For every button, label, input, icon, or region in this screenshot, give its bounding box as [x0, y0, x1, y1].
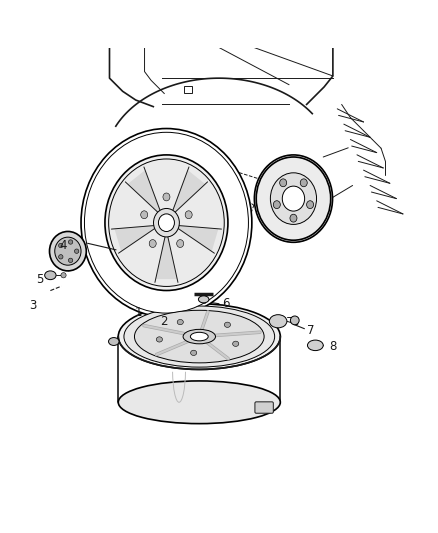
Ellipse shape: [154, 208, 179, 237]
Ellipse shape: [105, 155, 228, 290]
Ellipse shape: [159, 214, 174, 231]
Ellipse shape: [269, 314, 287, 328]
Ellipse shape: [283, 186, 305, 211]
Ellipse shape: [280, 179, 287, 187]
Polygon shape: [177, 225, 219, 252]
Ellipse shape: [109, 337, 119, 345]
Ellipse shape: [59, 255, 63, 259]
Ellipse shape: [68, 258, 73, 263]
Ellipse shape: [185, 211, 192, 219]
Ellipse shape: [45, 271, 56, 280]
Ellipse shape: [163, 193, 170, 201]
Text: 4: 4: [60, 239, 67, 252]
Ellipse shape: [177, 319, 184, 325]
Ellipse shape: [118, 304, 280, 369]
Ellipse shape: [85, 132, 248, 313]
Ellipse shape: [134, 310, 264, 363]
FancyBboxPatch shape: [255, 402, 273, 413]
Text: 7: 7: [307, 324, 315, 336]
Text: 3: 3: [29, 298, 36, 312]
Polygon shape: [127, 170, 161, 214]
Ellipse shape: [68, 240, 73, 244]
Ellipse shape: [191, 332, 208, 341]
Text: 2: 2: [160, 315, 168, 328]
Ellipse shape: [290, 316, 299, 325]
Ellipse shape: [300, 179, 307, 187]
Ellipse shape: [109, 159, 224, 286]
Ellipse shape: [55, 237, 81, 265]
Text: 1: 1: [134, 306, 142, 319]
Polygon shape: [155, 235, 177, 279]
Ellipse shape: [254, 155, 332, 243]
Polygon shape: [114, 225, 156, 252]
Ellipse shape: [191, 350, 197, 356]
Ellipse shape: [183, 329, 215, 344]
Text: 6: 6: [222, 297, 230, 310]
Ellipse shape: [177, 240, 184, 247]
FancyBboxPatch shape: [184, 86, 192, 93]
Ellipse shape: [61, 273, 66, 278]
Polygon shape: [172, 170, 205, 214]
Ellipse shape: [124, 306, 275, 367]
Ellipse shape: [224, 322, 230, 327]
Ellipse shape: [273, 201, 280, 208]
Ellipse shape: [270, 173, 317, 224]
Ellipse shape: [233, 341, 239, 346]
Ellipse shape: [156, 337, 162, 342]
Ellipse shape: [149, 240, 156, 247]
Ellipse shape: [198, 296, 209, 303]
Ellipse shape: [49, 231, 86, 271]
Ellipse shape: [307, 340, 323, 351]
Ellipse shape: [118, 381, 280, 424]
Text: 8: 8: [329, 340, 336, 353]
Ellipse shape: [74, 249, 79, 253]
Ellipse shape: [59, 244, 63, 248]
Ellipse shape: [307, 201, 314, 208]
Text: 5: 5: [37, 273, 44, 286]
Ellipse shape: [141, 211, 148, 219]
Ellipse shape: [256, 157, 331, 240]
Ellipse shape: [81, 128, 252, 317]
Ellipse shape: [290, 214, 297, 222]
